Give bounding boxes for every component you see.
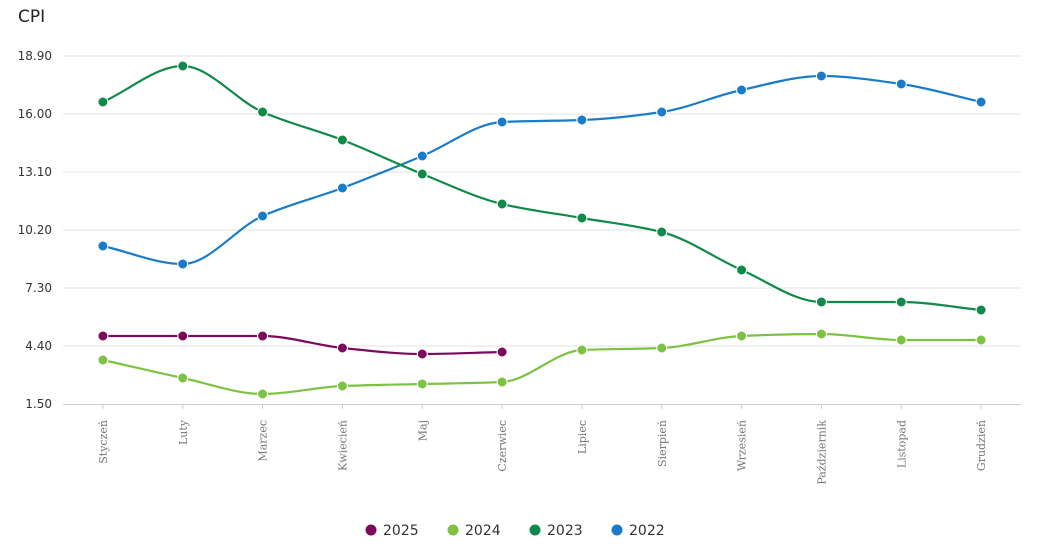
x-tick-label-1: Styczeń bbox=[97, 420, 110, 464]
x-tick-label-4: Kwiecień bbox=[336, 420, 349, 471]
series-line-2024 bbox=[102, 332, 982, 396]
data-point-2024-5[interactable] bbox=[416, 378, 428, 390]
x-tick-label-8: Sierpień bbox=[656, 420, 669, 467]
series-2022 bbox=[97, 70, 987, 270]
data-point-2023-2[interactable] bbox=[177, 60, 189, 72]
data-point-2022-4[interactable] bbox=[336, 182, 348, 194]
data-point-2023-10[interactable] bbox=[815, 296, 827, 308]
data-point-2024-7[interactable] bbox=[576, 344, 588, 356]
data-point-2022-10[interactable] bbox=[815, 70, 827, 82]
data-point-2022-2[interactable] bbox=[177, 258, 189, 270]
data-point-2022-1[interactable] bbox=[97, 240, 109, 252]
legend: 2025 2024 2023 2022 bbox=[365, 523, 665, 539]
x-tick-label-12: Grudzień bbox=[975, 420, 988, 471]
data-point-2022-9[interactable] bbox=[736, 84, 748, 96]
legend-marker-2022 bbox=[611, 524, 623, 536]
x-tick-label-10: Październik bbox=[815, 420, 828, 485]
data-point-2022-12[interactable] bbox=[975, 96, 987, 108]
data-point-2023-12[interactable] bbox=[975, 304, 987, 316]
y-tick-label-10-20: 10.20 bbox=[18, 223, 52, 237]
series-2025 bbox=[97, 330, 508, 360]
gridlines bbox=[63, 55, 1021, 347]
data-point-2025-1[interactable] bbox=[97, 330, 109, 342]
data-point-2024-8[interactable] bbox=[656, 342, 668, 354]
series-2024 bbox=[97, 328, 987, 400]
series-line-2022 bbox=[102, 74, 982, 266]
data-point-2023-8[interactable] bbox=[656, 226, 668, 238]
data-point-2022-7[interactable] bbox=[576, 114, 588, 126]
legend-item-2023[interactable]: 2023 bbox=[529, 523, 583, 539]
legend-label-2023: 2023 bbox=[547, 523, 583, 539]
data-point-2025-3[interactable] bbox=[257, 330, 269, 342]
legend-marker-2023 bbox=[529, 524, 541, 536]
data-point-2022-3[interactable] bbox=[257, 210, 269, 222]
x-tick-label-7: Lipiec bbox=[576, 420, 589, 454]
y-tick-label-16-00: 16.00 bbox=[18, 107, 52, 121]
y-tick-label-4-40: 4.40 bbox=[25, 339, 52, 353]
data-point-2022-8[interactable] bbox=[656, 106, 668, 118]
legend-item-2024[interactable]: 2024 bbox=[447, 523, 501, 539]
data-point-2025-2[interactable] bbox=[177, 330, 189, 342]
data-point-2023-4[interactable] bbox=[336, 134, 348, 146]
data-point-2024-2[interactable] bbox=[177, 372, 189, 384]
y-tick-label-7-30: 7.30 bbox=[25, 281, 52, 295]
data-point-2023-3[interactable] bbox=[257, 106, 269, 118]
data-point-2023-6[interactable] bbox=[496, 198, 508, 210]
x-tick-label-3: Marzec bbox=[257, 420, 270, 462]
legend-item-2022[interactable]: 2022 bbox=[611, 523, 665, 539]
data-point-2022-6[interactable] bbox=[496, 116, 508, 128]
data-point-2024-4[interactable] bbox=[336, 380, 348, 392]
y-axis-ticks: 1.50 4.40 7.30 10.20 13.10 16.00 18.90 bbox=[18, 49, 52, 411]
axes bbox=[63, 404, 1021, 409]
data-point-2024-10[interactable] bbox=[815, 328, 827, 340]
data-point-2023-7[interactable] bbox=[576, 212, 588, 224]
data-point-2023-1[interactable] bbox=[97, 96, 109, 108]
data-point-2024-3[interactable] bbox=[257, 388, 269, 400]
data-point-2024-6[interactable] bbox=[496, 376, 508, 388]
y-tick-label-1-50: 1.50 bbox=[25, 397, 52, 411]
legend-marker-2024 bbox=[447, 524, 459, 536]
x-tick-label-2: Luty bbox=[177, 419, 190, 445]
legend-item-2025[interactable]: 2025 bbox=[365, 523, 419, 539]
series-line-2023 bbox=[102, 64, 982, 312]
data-point-2023-9[interactable] bbox=[736, 264, 748, 276]
series-2023 bbox=[97, 60, 987, 316]
legend-label-2025: 2025 bbox=[383, 523, 419, 539]
data-point-2024-11[interactable] bbox=[895, 334, 907, 346]
y-tick-label-18-90: 18.90 bbox=[18, 49, 52, 63]
x-tick-label-9: Wrzesień bbox=[736, 420, 749, 471]
data-point-2023-5[interactable] bbox=[416, 168, 428, 180]
series-line-2025 bbox=[102, 334, 503, 356]
data-point-2024-1[interactable] bbox=[97, 354, 109, 366]
x-tick-label-5: Maj bbox=[416, 420, 429, 441]
legend-label-2024: 2024 bbox=[465, 523, 501, 539]
data-point-2025-5[interactable] bbox=[416, 348, 428, 360]
series-lines bbox=[97, 60, 987, 400]
x-tick-label-11: Listopad bbox=[895, 420, 908, 468]
x-tick-label-6: Czerwiec bbox=[496, 420, 509, 472]
data-point-2023-11[interactable] bbox=[895, 296, 907, 308]
data-point-2024-9[interactable] bbox=[736, 330, 748, 342]
data-point-2022-11[interactable] bbox=[895, 78, 907, 90]
legend-label-2022: 2022 bbox=[629, 523, 665, 539]
x-axis-ticks: Styczeń Luty Marzec Kwiecień Maj Czerwiec Lipi… bbox=[97, 419, 988, 484]
legend-marker-2025 bbox=[365, 524, 377, 536]
data-point-2025-4[interactable] bbox=[336, 342, 348, 354]
data-point-2022-5[interactable] bbox=[416, 150, 428, 162]
chart-title: CPI bbox=[18, 7, 46, 27]
data-point-2024-12[interactable] bbox=[975, 334, 987, 346]
data-point-2025-6[interactable] bbox=[496, 346, 508, 358]
y-tick-label-13-10: 13.10 bbox=[18, 165, 52, 179]
